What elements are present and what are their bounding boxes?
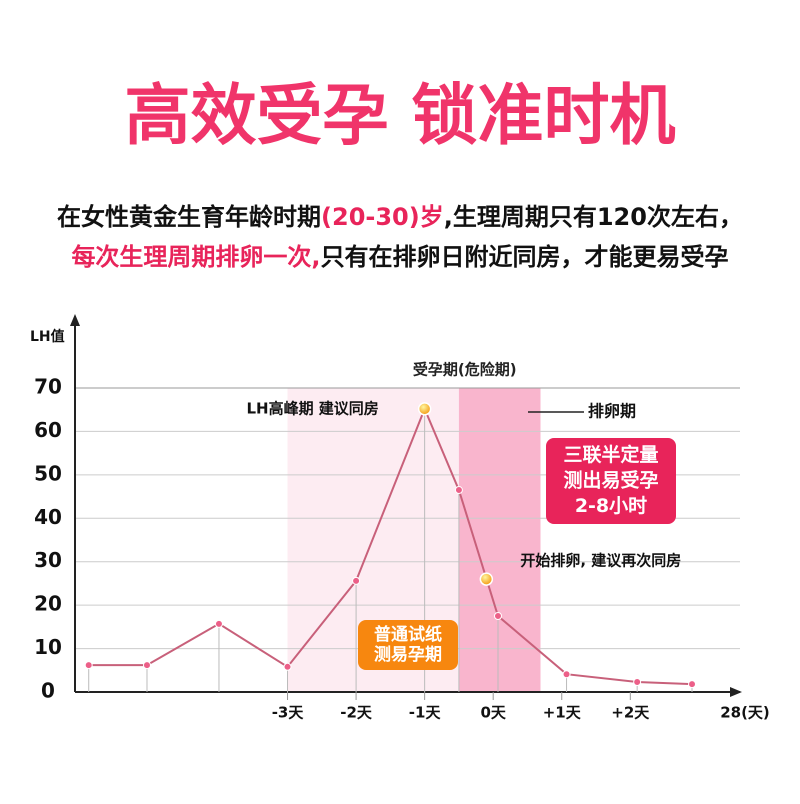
region-label: 受孕期(危险期) [413,361,517,379]
y-tick-label: 30 [34,548,62,572]
point [352,576,361,585]
callout-text: 测易孕期 [374,644,442,665]
annotation-point [417,402,432,416]
point [493,612,502,620]
x-axis-label: 28(天) [720,704,770,722]
point [562,670,571,679]
ovulation-label: 排卵期 [588,402,636,421]
title: 高效受孕 锁准时机 [125,77,676,154]
y-tick-label: 40 [34,505,62,529]
point [84,661,93,670]
region [458,388,541,692]
subtitle: 在女性黄金生育年龄时期(20-30)岁,生理周期只有120次左右， 每次生理周期排… [57,203,743,271]
y-tick-label: 0 [41,679,55,703]
point [633,678,642,687]
subtitle-segment: ,生理周期只有120次左右， [444,203,743,231]
y-tick-label: 50 [34,461,62,485]
point [214,619,223,628]
subtitle-segment: 只有在排卵日附近同房，才能更易受孕 [321,243,729,271]
y-axis-arrow [70,314,80,326]
point [454,486,463,495]
y-axis-label: LH值 [30,328,65,345]
point [688,680,697,689]
chart: 受孕期(危险期) 0 10 20 30 40 50 60 70 LH值 28(天) -3天 -2天 -1天… [30,314,770,722]
subtitle-line: 每次生理周期排卵一次,只有在排卵日附近同房，才能更易受孕 [71,243,728,271]
annotation-label: LH高峰期 建议同房 [246,399,378,417]
point [142,661,151,670]
y-tick-label: 20 [34,592,62,616]
x-tick-label: -1天 [409,704,442,722]
y-tick-label: 10 [34,635,62,659]
subtitle-segment: 每次生理周期排卵一次, [71,243,320,271]
callout-text: 普通试纸 [374,624,442,645]
x-tick-label: 0天 [480,704,506,722]
annotation-point [479,572,494,586]
x-tick-label: +1天 [543,704,582,722]
callout-text: 测出易受孕 [563,469,658,492]
annotation-label: 开始排卵, 建议再次同房 [520,552,681,570]
y-tick-label: 70 [34,375,62,399]
point [283,662,292,671]
subtitle-segment: (20-30)岁 [321,203,444,231]
callout-box [546,438,676,524]
x-tick-label: -2天 [340,704,373,722]
subtitle-segment: 在女性黄金生育年龄时期 [57,203,321,231]
callout-text: 2-8小时 [575,495,647,517]
callout-box [358,620,458,670]
x-axis-arrow [730,687,742,697]
x-tick-label: -3天 [272,704,305,722]
subtitle-line: 在女性黄金生育年龄时期(20-30)岁,生理周期只有120次左右， [57,203,743,231]
x-tick-label: +2天 [611,704,650,722]
callout-text: 三联半定量 [563,443,658,466]
y-tick-label: 60 [34,418,62,442]
